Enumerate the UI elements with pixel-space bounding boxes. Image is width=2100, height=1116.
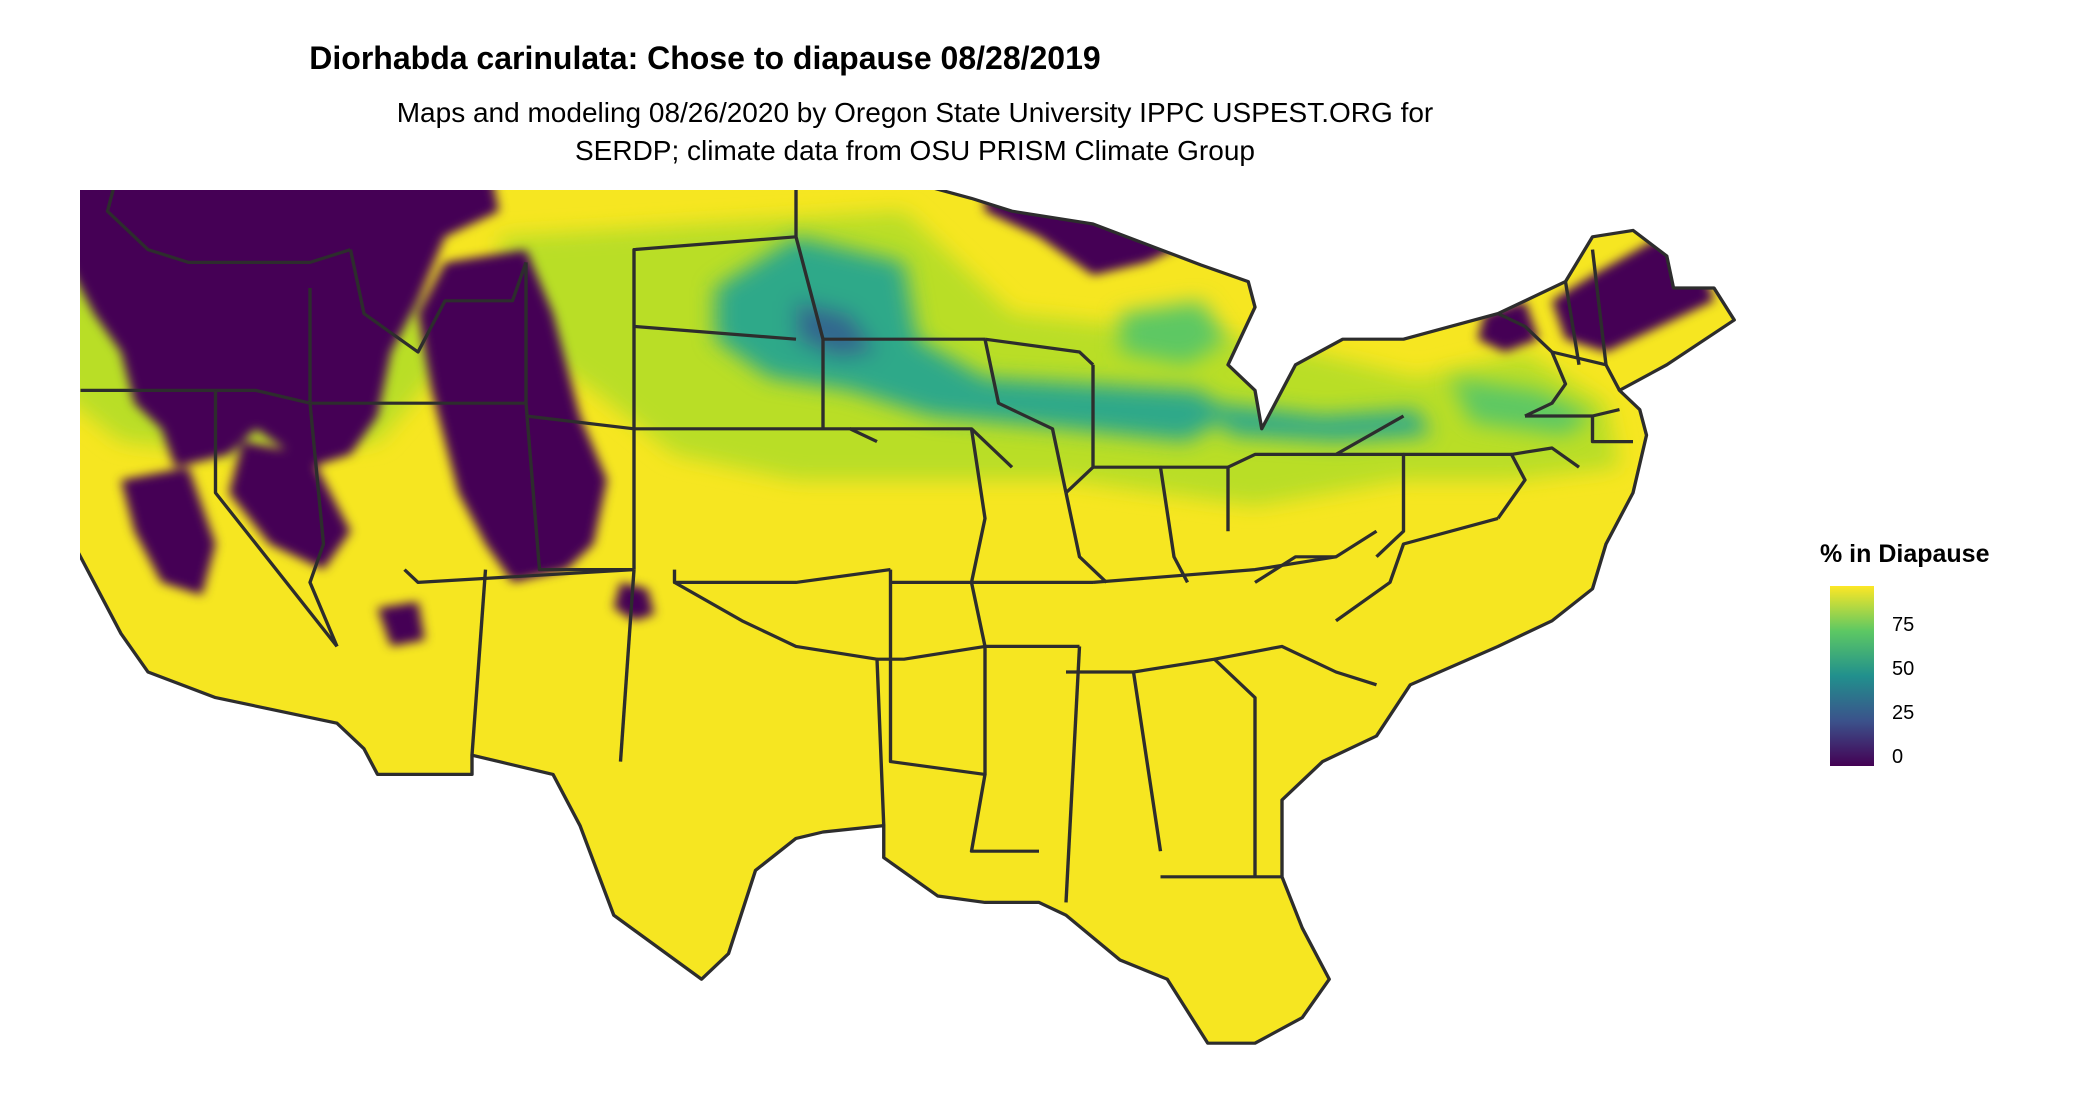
legend-color-bar	[1830, 586, 1874, 766]
legend-tick-50	[1874, 668, 1882, 670]
national-outline	[80, 190, 1736, 1045]
map-subtitle: Maps and modeling 08/26/2020 by Oregon S…	[340, 94, 1490, 170]
state-borders	[80, 190, 1736, 1045]
legend-label-25: 25	[1892, 702, 1915, 724]
legend-tick-75	[1874, 624, 1882, 626]
subtitle-line-1: Maps and modeling 08/26/2020 by Oregon S…	[396, 97, 1434, 128]
mid-diapause-band	[715, 236, 1593, 442]
map-title: Diorhabda carinulata: Chose to diapause …	[309, 40, 1101, 76]
subtitle-line-2: SERDP; climate data from OSU PRISM Clima…	[575, 135, 1255, 166]
legend-label-50: 50	[1892, 658, 1915, 680]
legend-label-75: 75	[1892, 614, 1915, 636]
legend-label-0: 0	[1892, 746, 1904, 768]
color-legend: % in Diapause 75 50 25 0	[1820, 540, 2040, 780]
legend-tick-0	[1874, 756, 1882, 758]
us-map	[80, 190, 1736, 1045]
legend-tick-25	[1874, 712, 1882, 714]
legend-title: % in Diapause	[1820, 540, 1990, 568]
diapause-map	[80, 190, 1736, 1045]
low-diapause-regions	[80, 190, 1714, 647]
